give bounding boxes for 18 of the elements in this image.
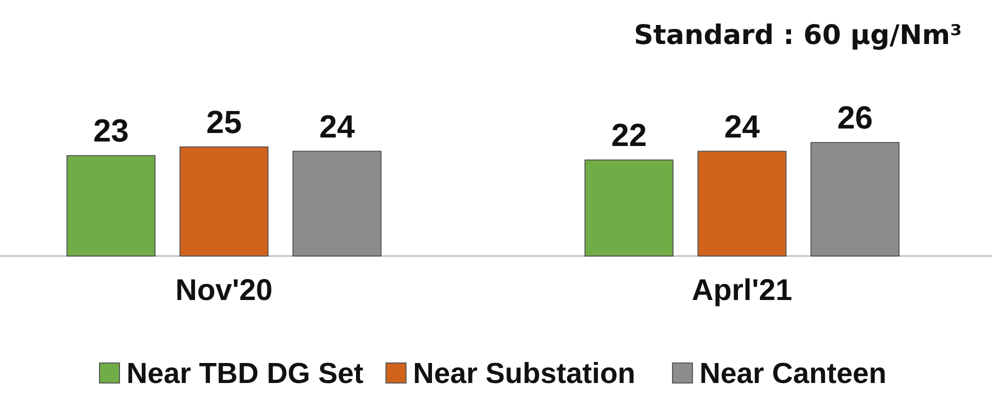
- text: Standard : 60 µg/Nm³: [634, 20, 962, 51]
- legend-label: Near TBD DG Set: [126, 358, 364, 390]
- bar: [584, 159, 674, 256]
- bar: [292, 150, 382, 256]
- x-tick-label: Nov'20: [175, 274, 273, 307]
- bar: [66, 155, 156, 256]
- data-label: 25: [206, 104, 242, 140]
- bar: [810, 142, 900, 256]
- data-label: 26: [837, 100, 873, 136]
- data-label: 24: [319, 108, 355, 144]
- data-label: 22: [611, 116, 647, 153]
- x-tick-label: Aprl'21: [692, 274, 792, 307]
- bar: [698, 150, 786, 256]
- data-label: 24: [724, 108, 760, 144]
- bar: [180, 146, 268, 256]
- data-label: 23: [93, 112, 129, 149]
- legend-label: Near Substation: [413, 358, 636, 390]
- legend-label: Near Canteen: [700, 358, 886, 390]
